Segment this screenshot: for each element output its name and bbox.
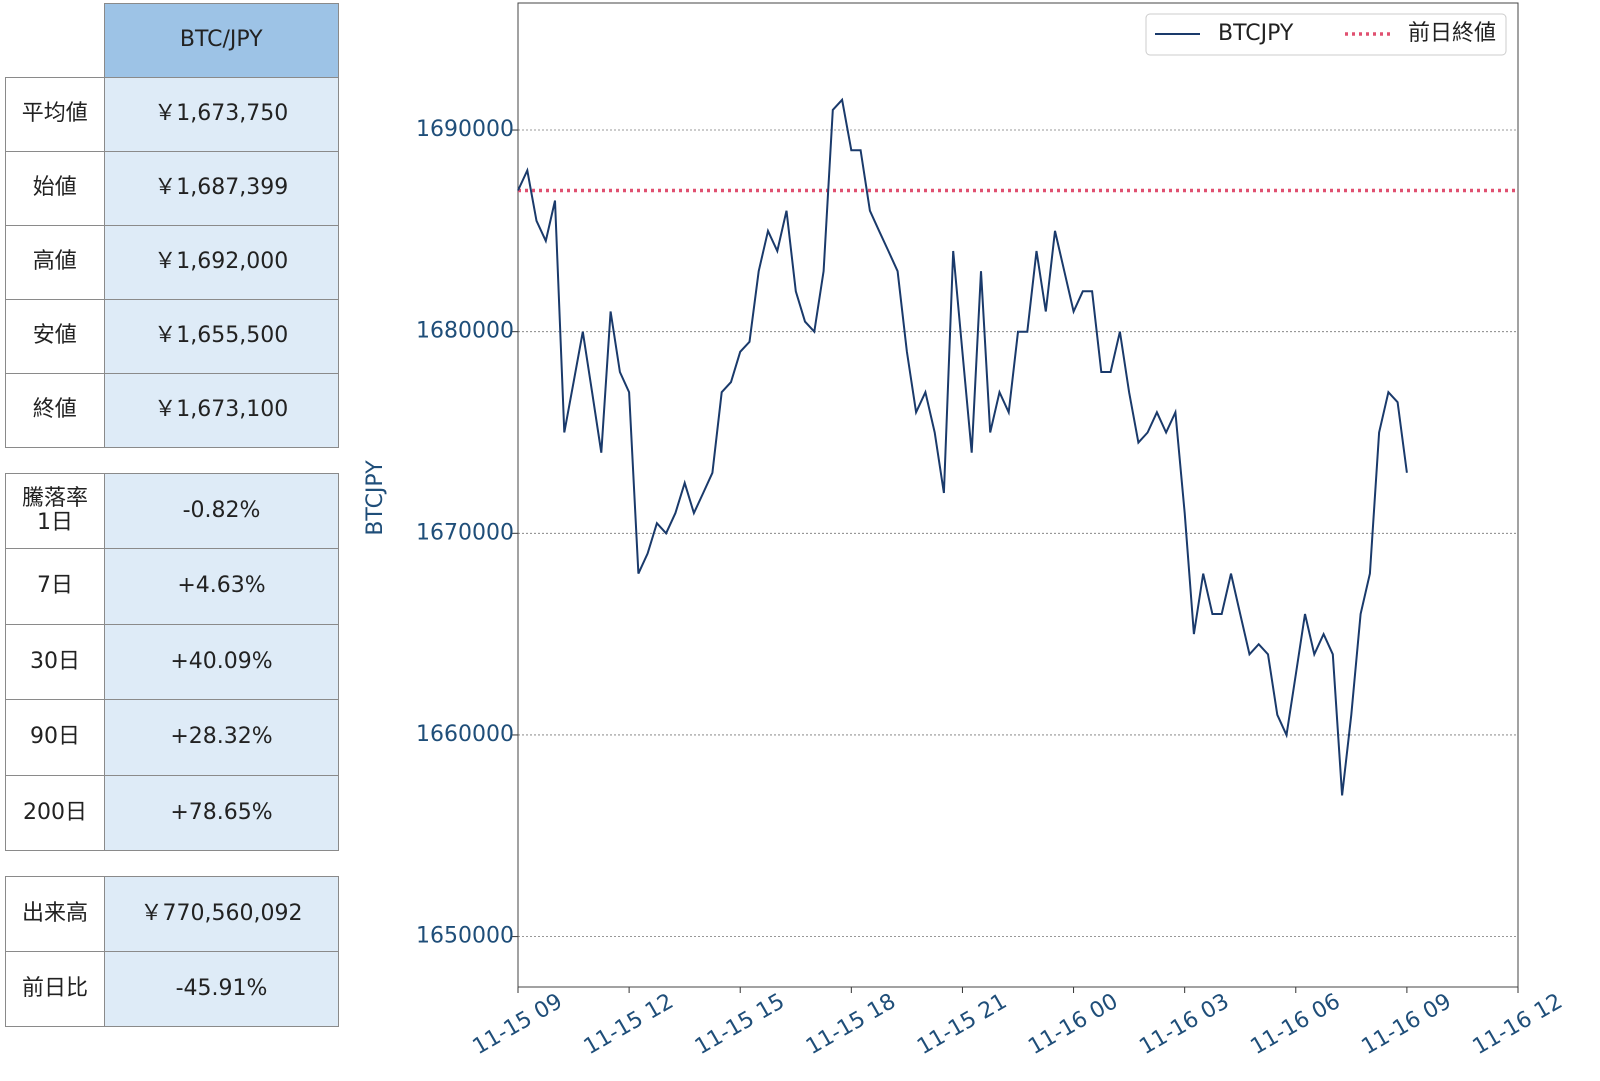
cell-value: ￥770,560,092 (104, 876, 339, 952)
y-tick-label: 1650000 (416, 924, 514, 949)
stats-table: 騰落率 1日 -0.82% 7日 +4.63% 30日 +40.09% 90日 +28.32%… (5, 472, 339, 851)
y-tick-label: 1690000 (416, 117, 514, 142)
x-tick-label: 11-15 12 (580, 989, 678, 1060)
cell-value: ￥1,673,750 (103, 77, 339, 152)
cell-value: +78.65% (104, 774, 339, 851)
table-row: 高値 ￥1,692,000 (5, 225, 339, 300)
cell-label: 30日 (5, 623, 105, 701)
cell-value: +4.63% (104, 548, 339, 625)
x-tick-label: 11-15 15 (691, 989, 789, 1060)
y-tick-label: 1660000 (416, 722, 514, 747)
y-axis-label: BTCJPY (363, 460, 388, 536)
header-row: BTC/JPY (6, 3, 339, 78)
table-row: 200日 +78.65% (5, 774, 339, 851)
table-row: 騰落率 1日 -0.82% (5, 472, 339, 550)
legend-label: BTCJPY (1218, 21, 1294, 46)
x-tick-label: 11-16 03 (1135, 989, 1233, 1060)
cell-label: 90日 (5, 699, 105, 776)
y-tick-label: 1680000 (416, 319, 514, 344)
stats-table: BTC/JPY 平均値 ￥1,673,750 始値 ￥1,687,399 高値 ￥1,692… (5, 3, 339, 448)
table-row: 始値 ￥1,687,399 (5, 151, 339, 226)
cell-label: 前日比 (5, 951, 105, 1027)
x-tick-label: 11-16 00 (1024, 989, 1122, 1060)
legend-box (1145, 13, 1507, 56)
corner (6, 4, 105, 78)
cell-label: 平均値 (5, 77, 105, 152)
cell-value: ￥1,673,100 (103, 373, 339, 448)
table-row: 7日 +4.63% (5, 548, 339, 625)
cell-label: 始値 (5, 151, 105, 226)
cell-value: +40.09% (104, 623, 339, 701)
plot-frame (517, 2, 1519, 988)
x-tick-label: 11-15 18 (802, 989, 900, 1060)
table-row: 90日 +28.32% (5, 699, 339, 776)
price-line (517, 97, 1408, 796)
cell-label: 出来高 (5, 876, 105, 952)
table-row: 前日比 -45.91% (5, 951, 339, 1027)
cell-value: +28.32% (104, 699, 339, 776)
x-tick-label: 11-15 09 (469, 989, 567, 1060)
cell-value: -45.91% (104, 951, 339, 1027)
table-row: 安値 ￥1,655,500 (5, 299, 339, 374)
cell-label: 200日 (5, 774, 105, 851)
cell-label: 安値 (5, 299, 105, 374)
cell-label: 終値 (5, 373, 105, 448)
x-tick-label: 11-15 21 (913, 989, 1011, 1060)
y-tick-label: 1670000 (416, 520, 514, 545)
table-row: 30日 +40.09% (5, 623, 339, 701)
cell-value: ￥1,655,500 (103, 299, 339, 374)
stats-table: 出来高 ￥770,560,092 前日比 -45.91% (5, 876, 339, 1027)
cell-label: 騰落率 1日 (5, 472, 105, 550)
legend-label: 前日終値 (1408, 21, 1496, 46)
table-row: 終値 ￥1,673,100 (5, 373, 339, 448)
table-row: 出来高 ￥770,560,092 (5, 876, 339, 952)
cell-label: 7日 (5, 548, 105, 625)
x-tick-label: 11-16 06 (1246, 989, 1344, 1060)
cell-value: ￥1,692,000 (103, 225, 339, 300)
table-row: 平均値 ￥1,673,750 (5, 77, 339, 152)
x-tick-label: 11-16 12 (1469, 989, 1567, 1060)
cell-label: 高値 (5, 225, 105, 300)
x-tick-label: 11-16 09 (1358, 989, 1456, 1060)
cell-value: -0.82% (104, 472, 339, 550)
cell-value: ￥1,687,399 (103, 151, 339, 226)
table-header: BTC/JPY (103, 3, 339, 78)
